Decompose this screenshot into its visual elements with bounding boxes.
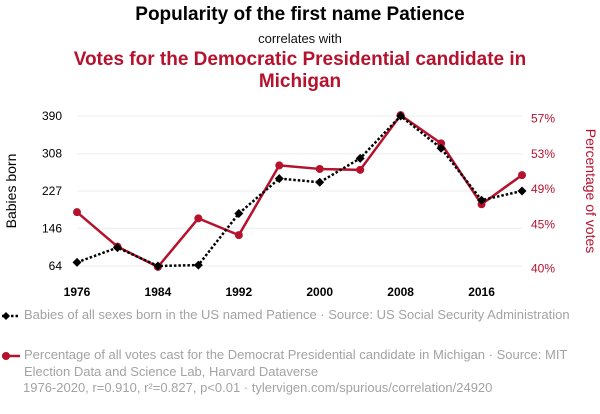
votes-point [518, 171, 526, 180]
babies-point [396, 111, 406, 121]
babies-point [517, 186, 527, 196]
right-tick-label: 40% [531, 262, 555, 276]
votes-point [73, 208, 81, 217]
babies-point [436, 143, 446, 153]
right-axis-ticks: 40% 45% 49% 53% 57% [531, 112, 555, 276]
babies-point [315, 177, 325, 187]
legend-label-votes: Percentage of all votes cast for the Dem… [24, 347, 568, 379]
left-axis-label: Babies born [3, 154, 19, 229]
babies-point [274, 174, 284, 184]
chart-title-secondary: Votes for the Democratic Presidential ca… [73, 49, 527, 92]
x-tick-label: 1992 [225, 285, 252, 299]
left-axis-ticks: 64 146 227 308 390 [42, 109, 62, 273]
x-tick-label: 2016 [468, 285, 495, 299]
votes-point [234, 231, 243, 240]
chart-footer: 1976-2020, r=0.910, r²=0.827, p<0.01 · t… [23, 380, 493, 395]
votes-point [356, 165, 365, 174]
x-tick-label: 1984 [145, 285, 172, 299]
babies-point [193, 260, 203, 270]
legend-label-babies: Babies of all sexes born in the US named… [24, 307, 570, 322]
right-tick-label: 49% [531, 182, 555, 196]
x-tick-label: 1976 [64, 285, 91, 299]
chart-title: Popularity of the first name Patience [135, 4, 465, 25]
babies-point [355, 153, 365, 163]
legend-swatch-babies [2, 312, 20, 320]
left-tick-label: 146 [42, 221, 62, 235]
babies-point [72, 257, 82, 267]
left-tick-label: 64 [49, 259, 63, 273]
x-tick-label: 2008 [387, 285, 414, 299]
x-tick-label: 2000 [306, 285, 333, 299]
x-axis-ticks: 1976 1984 1992 2000 2008 2016 [64, 285, 496, 299]
left-tick-label: 390 [42, 109, 62, 123]
babies-point [234, 209, 244, 219]
votes-point [194, 214, 203, 223]
right-tick-label: 53% [531, 147, 555, 161]
votes-line [76, 113, 523, 269]
right-axis-label: Percentage of votes [583, 129, 599, 254]
chart-connector: correlates with [258, 31, 342, 46]
right-tick-label: 45% [531, 218, 555, 232]
left-tick-label: 308 [42, 147, 62, 161]
series-babies [72, 111, 527, 271]
votes-point [315, 164, 324, 173]
babies-point [153, 261, 163, 271]
legend-swatch-votes [2, 352, 20, 360]
babies-line [76, 114, 523, 268]
gridlines [77, 115, 522, 267]
babies-point [112, 243, 122, 253]
left-tick-label: 227 [42, 184, 62, 198]
votes-point [275, 161, 284, 170]
babies-point [477, 195, 487, 205]
right-tick-label: 57% [531, 112, 555, 126]
